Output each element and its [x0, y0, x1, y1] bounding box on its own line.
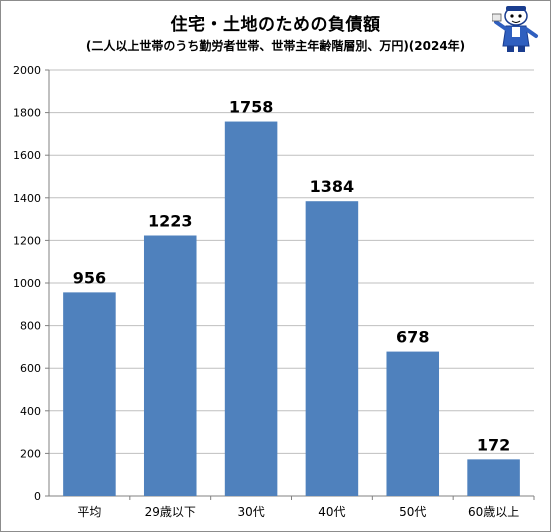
y-tick-label: 0	[34, 490, 41, 503]
y-tick-label: 1800	[13, 107, 41, 120]
data-label: 956	[73, 268, 106, 287]
gridlines	[49, 69, 534, 454]
y-tick-label: 1000	[13, 277, 41, 290]
axes	[45, 69, 535, 500]
x-category-label: 50代	[399, 505, 426, 519]
bar	[467, 459, 520, 496]
chart-subtitle: (二人以上世帯のうち勤労者世帯、世帯主年齢階層別、万円)(2024年)	[85, 39, 466, 53]
x-category-label: 30代	[237, 505, 264, 519]
x-category-label: 40代	[318, 505, 345, 519]
mascot-character-icon	[492, 6, 538, 52]
x-category-label: 60歳以上	[468, 505, 519, 519]
y-tick-labels: 0 200 400 600 800 1000 1200 1400 1600 1800 2000	[13, 64, 41, 503]
y-tick-label: 1200	[13, 234, 41, 247]
y-tick-label: 800	[20, 320, 41, 333]
x-category-label: 平均	[77, 505, 101, 519]
chart-title: 住宅・土地のための負債額	[170, 15, 381, 35]
data-label: 1384	[310, 177, 355, 196]
bar	[224, 121, 278, 497]
data-label: 172	[477, 435, 510, 454]
y-tick-label: 400	[20, 405, 41, 418]
y-tick-label: 2000	[13, 64, 41, 77]
bars	[63, 121, 520, 497]
y-tick-label: 1600	[13, 149, 41, 162]
y-tick-label: 1400	[13, 192, 41, 205]
data-label: 1223	[148, 212, 193, 231]
bar	[63, 292, 116, 496]
x-category-labels: 平均 29歳以下 30代 40代 50代 60歳以上	[77, 505, 519, 519]
y-tick-label: 600	[20, 362, 41, 375]
data-label: 678	[396, 328, 429, 347]
bar	[386, 351, 440, 496]
bar	[143, 235, 197, 496]
y-tick-label: 200	[20, 447, 41, 460]
x-category-label: 29歳以下	[145, 505, 196, 519]
data-labels: 956 1223 1758 1384 678 172	[73, 98, 511, 455]
bar	[305, 201, 359, 496]
data-label: 1758	[229, 98, 274, 117]
